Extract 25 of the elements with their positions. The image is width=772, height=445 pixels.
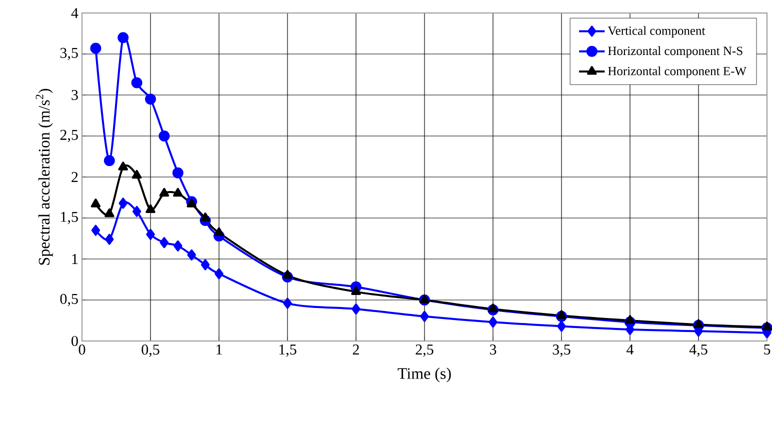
legend-label: Horizontal component E-W: [608, 66, 747, 78]
y-tick-label: 2: [72, 172, 78, 182]
legend-label: Horizontal component N-S: [608, 46, 742, 58]
x-tick-label: 0,5: [142, 344, 160, 357]
x-tick-label: 3,5: [552, 344, 570, 357]
y-tick-label: 1,5: [61, 212, 78, 224]
x-tick-label: 4,5: [689, 344, 708, 357]
x-tick-label: 5: [764, 344, 770, 354]
x-tick-label: 1: [216, 344, 222, 354]
legend-label: Vertical component: [608, 26, 706, 38]
x-tick-label: 0: [78, 344, 86, 355]
y-tick-label: 0: [72, 336, 78, 346]
x-tick-label: 3: [490, 344, 496, 355]
y-tick-label: 3,5: [60, 48, 78, 60]
x-tick-label: 2,5: [416, 344, 434, 357]
y-tick-label: 3: [72, 90, 78, 100]
y-tick-label: 4: [71, 8, 78, 18]
x-tick-label: 2: [352, 344, 359, 354]
x-axis-title: Time (s): [398, 368, 451, 382]
y-tick-label: 1: [72, 254, 78, 264]
y-tick-label: 0,5: [60, 294, 78, 306]
x-tick-label: 4: [626, 344, 634, 354]
y-axis-title: Spectral acceleration (m/s$^{2}$): [36, 88, 53, 265]
y-tick-label: 2,5: [60, 130, 78, 142]
x-tick-label: 1,5: [279, 344, 296, 357]
